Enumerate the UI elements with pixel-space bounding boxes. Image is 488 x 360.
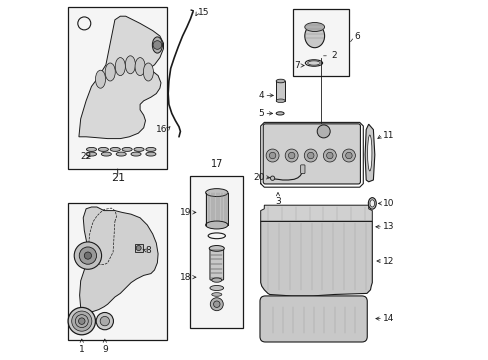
Ellipse shape: [110, 148, 120, 151]
Circle shape: [153, 41, 162, 49]
Circle shape: [285, 149, 298, 162]
Ellipse shape: [205, 221, 227, 229]
Ellipse shape: [116, 152, 126, 156]
Bar: [190, 176, 242, 328]
Text: 9: 9: [102, 346, 107, 354]
Ellipse shape: [115, 58, 125, 76]
FancyBboxPatch shape: [300, 165, 305, 174]
Ellipse shape: [145, 148, 156, 151]
Text: 3: 3: [275, 197, 280, 206]
Ellipse shape: [367, 135, 371, 171]
Ellipse shape: [145, 152, 156, 156]
Text: 18: 18: [180, 273, 191, 282]
Ellipse shape: [95, 70, 105, 88]
Text: 17: 17: [210, 159, 223, 169]
Bar: [276, 81, 285, 101]
Bar: [205, 193, 227, 225]
Ellipse shape: [101, 152, 111, 156]
Text: 20: 20: [252, 173, 264, 181]
Circle shape: [288, 152, 294, 159]
FancyBboxPatch shape: [209, 247, 223, 280]
Polygon shape: [260, 205, 371, 221]
Ellipse shape: [152, 37, 162, 53]
Circle shape: [269, 152, 275, 159]
Bar: [292, 9, 348, 76]
Text: 21: 21: [110, 173, 124, 183]
Ellipse shape: [209, 285, 223, 291]
Ellipse shape: [205, 189, 227, 197]
Circle shape: [213, 301, 220, 307]
Circle shape: [265, 149, 279, 162]
Polygon shape: [260, 221, 371, 296]
Circle shape: [326, 152, 332, 159]
Text: 11: 11: [382, 130, 394, 139]
Circle shape: [270, 176, 274, 180]
FancyBboxPatch shape: [263, 124, 360, 184]
Text: 6: 6: [354, 32, 359, 41]
Text: 12: 12: [382, 256, 394, 265]
Text: 10: 10: [382, 199, 394, 208]
Circle shape: [304, 149, 317, 162]
Circle shape: [100, 316, 109, 326]
Ellipse shape: [304, 22, 324, 31]
Ellipse shape: [211, 293, 222, 296]
Circle shape: [79, 247, 96, 264]
Text: 13: 13: [382, 222, 394, 231]
Ellipse shape: [209, 246, 224, 251]
Circle shape: [72, 311, 92, 331]
Circle shape: [74, 242, 102, 269]
Ellipse shape: [105, 63, 115, 81]
Circle shape: [68, 307, 95, 335]
Circle shape: [323, 149, 336, 162]
Bar: [68, 203, 167, 340]
Ellipse shape: [304, 24, 324, 48]
Circle shape: [317, 125, 329, 138]
Ellipse shape: [134, 148, 144, 151]
Circle shape: [79, 318, 85, 324]
Ellipse shape: [131, 152, 141, 156]
Text: 7: 7: [294, 61, 299, 70]
Bar: [68, 7, 167, 169]
Text: 22: 22: [81, 152, 92, 161]
Circle shape: [342, 149, 355, 162]
Ellipse shape: [367, 198, 375, 209]
Ellipse shape: [125, 56, 135, 74]
Text: 5: 5: [258, 109, 264, 118]
Text: 4: 4: [258, 91, 264, 100]
Circle shape: [75, 315, 88, 328]
Text: 15: 15: [197, 8, 209, 17]
Ellipse shape: [369, 200, 374, 207]
Text: 19: 19: [180, 208, 191, 217]
Ellipse shape: [276, 112, 284, 115]
Circle shape: [307, 152, 313, 159]
Text: 8: 8: [145, 246, 151, 255]
Ellipse shape: [86, 148, 96, 151]
Text: 1: 1: [79, 346, 84, 354]
FancyBboxPatch shape: [260, 296, 366, 342]
Ellipse shape: [211, 278, 222, 282]
Ellipse shape: [135, 58, 145, 76]
Ellipse shape: [122, 148, 132, 151]
Circle shape: [136, 246, 141, 251]
Circle shape: [210, 298, 223, 311]
Ellipse shape: [276, 79, 285, 83]
Ellipse shape: [98, 148, 108, 151]
Polygon shape: [80, 207, 158, 312]
Polygon shape: [365, 124, 374, 182]
Text: 14: 14: [382, 314, 394, 323]
Bar: [134, 244, 142, 252]
Circle shape: [96, 312, 113, 330]
Text: 16: 16: [155, 125, 167, 134]
Circle shape: [345, 152, 351, 159]
Ellipse shape: [86, 152, 96, 156]
Ellipse shape: [276, 99, 285, 103]
Ellipse shape: [143, 63, 153, 81]
Text: 2: 2: [330, 51, 336, 60]
Ellipse shape: [307, 61, 320, 65]
Polygon shape: [79, 16, 163, 139]
Circle shape: [84, 252, 91, 259]
